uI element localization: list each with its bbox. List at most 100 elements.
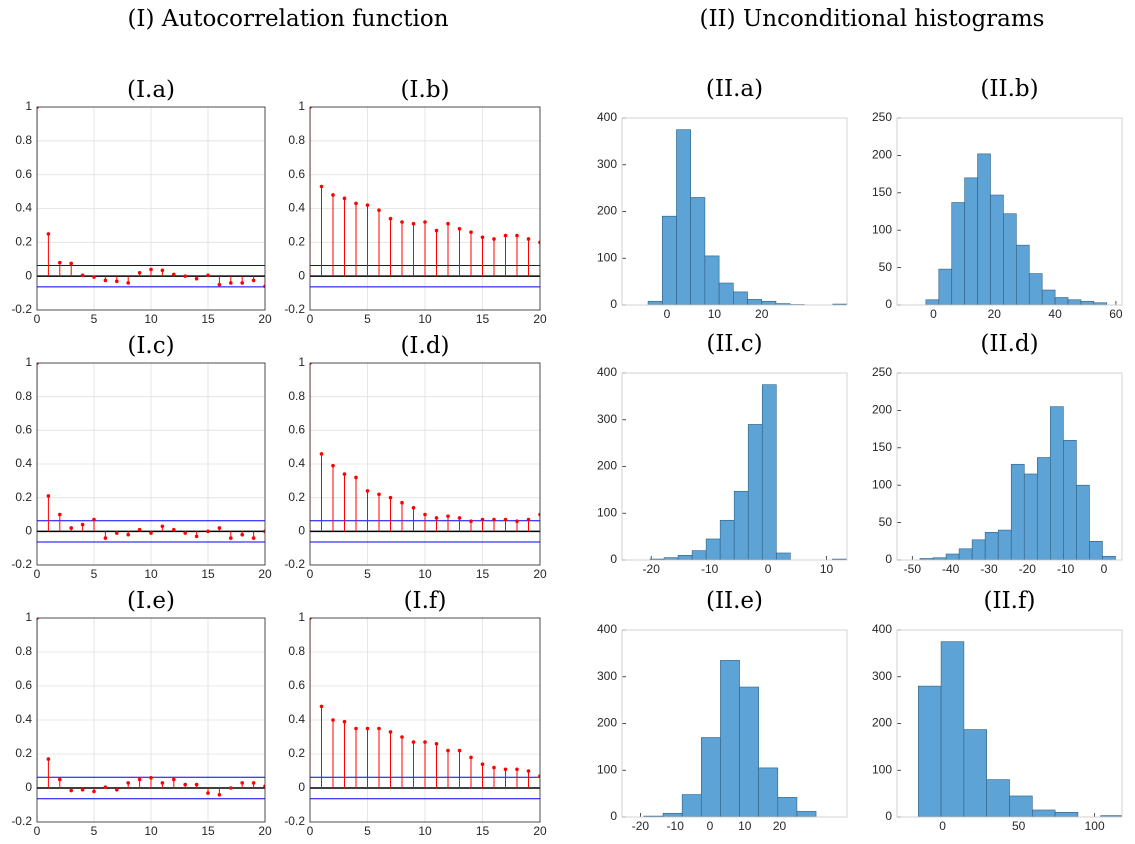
bar bbox=[661, 215, 677, 305]
subplot: (I.d)-0.200.20.40.60.810 5 10 15 20 bbox=[284, 333, 547, 581]
subplot-title: (II.f) bbox=[984, 588, 1036, 614]
y-tick-label: 1 bbox=[25, 355, 32, 369]
stem-marker bbox=[310, 363, 312, 365]
stem-marker bbox=[217, 526, 222, 530]
bar bbox=[758, 767, 779, 817]
subplot: (II.a) 0 100 200 300 400 0 10 20 bbox=[597, 76, 848, 321]
plot-area bbox=[37, 107, 265, 289]
y-tick-label: 0.4 bbox=[15, 712, 32, 726]
x-tick-label: 10 bbox=[820, 562, 834, 576]
y-tick-label: 0 bbox=[610, 552, 617, 566]
stem-marker bbox=[319, 452, 324, 456]
subplot-title: (II.b) bbox=[980, 76, 1038, 102]
stem-marker bbox=[126, 281, 130, 285]
stem-marker bbox=[137, 777, 142, 782]
y-tick-label: 200 bbox=[872, 148, 892, 162]
stem-marker bbox=[229, 786, 233, 790]
y-tick-label: 0.2 bbox=[288, 235, 305, 249]
bar bbox=[1076, 484, 1090, 560]
stem-marker bbox=[480, 762, 485, 766]
stem-marker bbox=[446, 514, 450, 518]
section-heading: (I) Autocorrelation function bbox=[127, 6, 448, 32]
stem-marker bbox=[411, 740, 416, 744]
y-tick-label: 0.6 bbox=[15, 167, 32, 181]
y-tick-label: 300 bbox=[872, 669, 892, 683]
bar bbox=[832, 303, 847, 305]
stem-marker bbox=[58, 260, 62, 265]
stem-marker bbox=[310, 618, 312, 620]
bar bbox=[1010, 463, 1025, 560]
stem-marker bbox=[538, 512, 540, 517]
stem-marker bbox=[480, 517, 485, 522]
stem-marker bbox=[354, 726, 358, 731]
stem-marker bbox=[342, 719, 347, 724]
stem-marker bbox=[492, 517, 496, 522]
subplot: (I.f)-0.200.20.40.60.810 5 10 15 20 bbox=[284, 588, 547, 838]
axes-frame bbox=[621, 629, 848, 818]
stem-marker bbox=[37, 107, 39, 109]
y-tick-label: 200 bbox=[597, 716, 617, 730]
y-tick-label: 0.4 bbox=[15, 201, 32, 215]
x-tick-label: 50 bbox=[1012, 819, 1026, 833]
x-tick-label: 0 bbox=[307, 824, 314, 838]
y-tick-label: 100 bbox=[597, 762, 617, 776]
subplot: (I.b)-0.200.20.40.60.810 5 10 15 20 bbox=[284, 77, 547, 326]
stem-marker bbox=[80, 273, 85, 278]
y-tick-label: -0.2 bbox=[284, 302, 305, 316]
x-tick-label: -10 bbox=[1057, 562, 1075, 576]
x-tick-label: 0 bbox=[34, 567, 41, 581]
stem-marker bbox=[515, 767, 519, 772]
subplot-title: (II.e) bbox=[706, 588, 763, 614]
stem-marker bbox=[434, 742, 439, 746]
bar bbox=[997, 529, 1012, 560]
stem-marker bbox=[240, 781, 244, 785]
stem-marker bbox=[92, 517, 96, 522]
y-tick-label: 0 bbox=[25, 524, 32, 538]
bar bbox=[925, 299, 940, 305]
y-tick-label: -0.2 bbox=[11, 302, 32, 316]
stem-marker bbox=[515, 233, 519, 238]
subplot-title: (I.e) bbox=[127, 588, 175, 614]
subplot: (II.d) 0 50 100 150 200 250 -50 -40 -30 -20 -10 0 bbox=[872, 331, 1123, 576]
x-tick-label: -20 bbox=[643, 562, 661, 576]
bar bbox=[1028, 273, 1043, 305]
plot-area bbox=[310, 107, 540, 288]
stem-marker bbox=[263, 784, 265, 789]
x-tick-label: 20 bbox=[988, 307, 1002, 321]
stem-marker bbox=[377, 726, 381, 731]
stem-marker bbox=[365, 726, 370, 731]
stem-marker bbox=[69, 261, 73, 266]
bar bbox=[1063, 440, 1077, 560]
x-tick-label: 0 bbox=[930, 307, 937, 321]
x-tick-label: 0 bbox=[664, 307, 671, 321]
x-tick-label: 10 bbox=[418, 824, 432, 838]
y-tick-label: 200 bbox=[872, 716, 892, 730]
stem-marker bbox=[526, 237, 531, 241]
bar bbox=[681, 794, 702, 817]
stem-marker bbox=[172, 527, 176, 532]
x-tick-label: 20 bbox=[258, 824, 272, 838]
stem-marker bbox=[457, 227, 462, 231]
y-tick-label: 1 bbox=[25, 99, 32, 113]
axes-frame bbox=[621, 117, 848, 306]
x-tick-label: 0 bbox=[765, 562, 772, 576]
bar bbox=[705, 538, 721, 560]
stem-marker bbox=[526, 517, 531, 522]
bar bbox=[704, 255, 720, 305]
bar bbox=[1016, 244, 1030, 305]
y-tick-label: 400 bbox=[597, 110, 617, 124]
x-tick-label: -20 bbox=[1019, 562, 1037, 576]
stem-marker bbox=[423, 220, 427, 224]
stem-marker bbox=[423, 740, 427, 744]
stem-marker bbox=[388, 216, 393, 221]
y-tick-label: 200 bbox=[597, 459, 617, 473]
stem-marker bbox=[503, 233, 508, 238]
stem-marker bbox=[240, 281, 244, 285]
y-tick-label: 200 bbox=[872, 403, 892, 417]
stem-marker bbox=[160, 268, 165, 273]
plot-area bbox=[917, 641, 1122, 817]
x-tick-label: 5 bbox=[364, 824, 371, 838]
bar bbox=[718, 282, 734, 305]
y-tick-label: 0 bbox=[25, 268, 32, 282]
plot-area bbox=[37, 618, 265, 800]
